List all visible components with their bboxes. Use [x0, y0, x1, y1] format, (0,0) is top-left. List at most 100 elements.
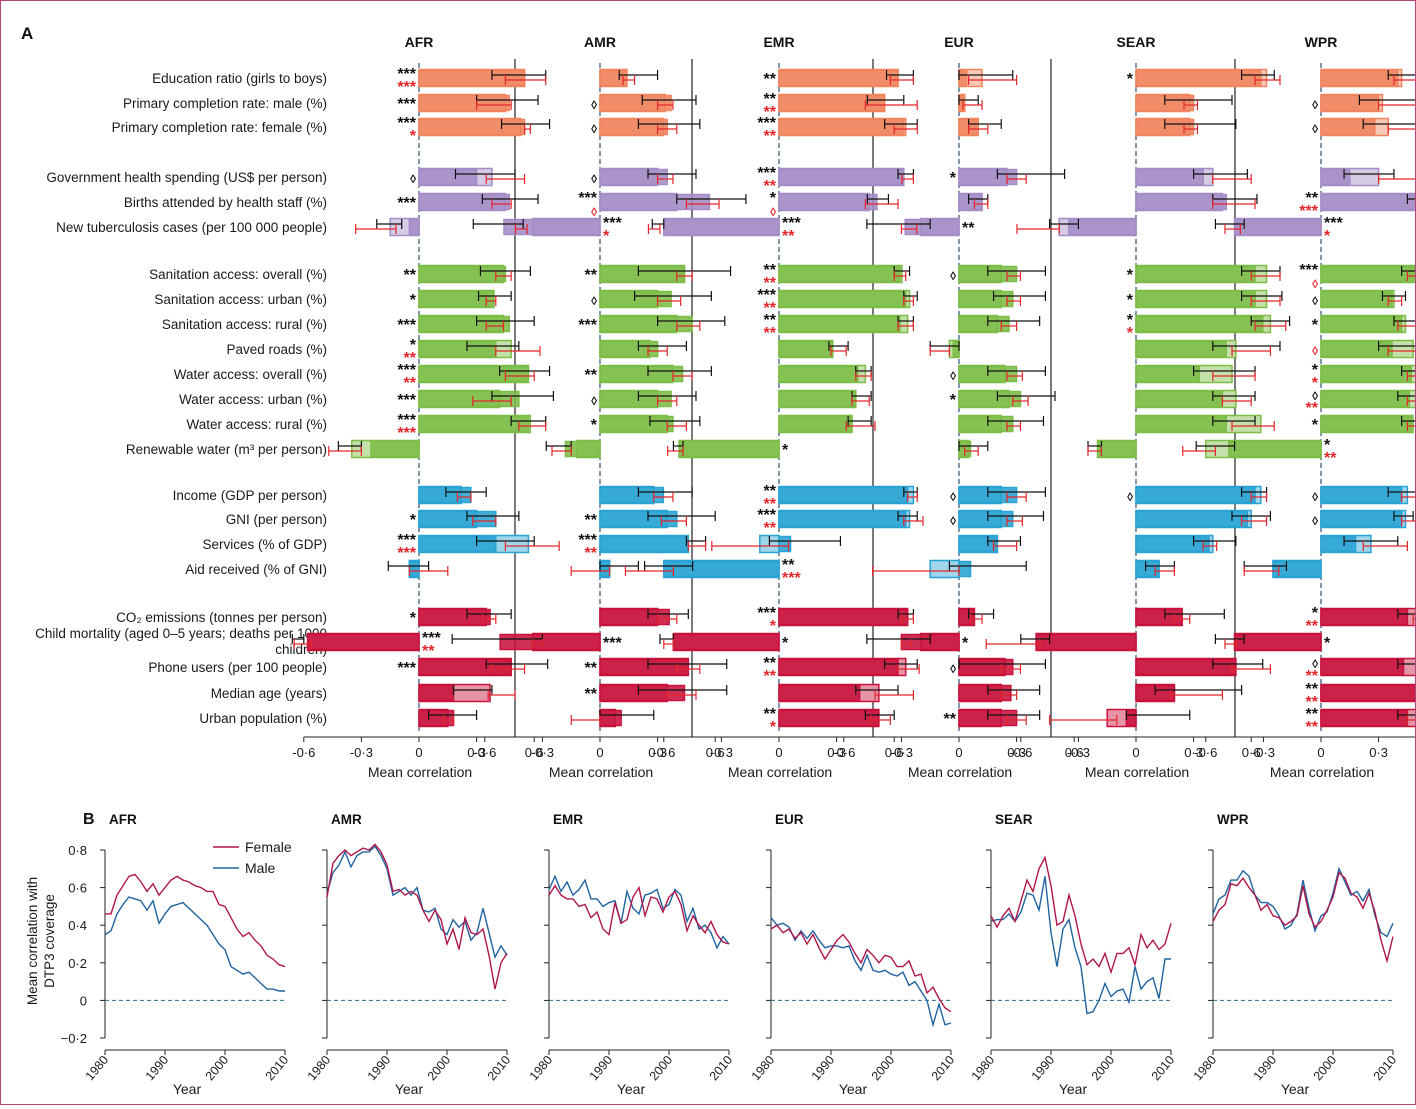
line-female — [990, 855, 1172, 975]
significance-red: ** — [764, 496, 777, 513]
bar-dark — [904, 218, 960, 236]
significance-black: ** — [1306, 706, 1319, 723]
significance-black: *** — [603, 635, 622, 652]
bar-dark — [599, 486, 665, 504]
bar-dark — [778, 608, 909, 626]
region-title: SEAR — [1117, 34, 1156, 50]
x-tick-label: 2010 — [1149, 1053, 1178, 1083]
significance-black: *** — [757, 507, 776, 524]
line-female — [1212, 871, 1394, 964]
significance-black: * — [1127, 312, 1134, 329]
significance-black: ◊ — [591, 172, 597, 186]
bar-dark — [778, 510, 907, 528]
significance-red: ** — [404, 375, 417, 392]
bar-dark — [1320, 118, 1376, 136]
bar-dark — [778, 535, 792, 553]
y-tick-label: 0·8 — [68, 843, 87, 858]
bar-dark — [672, 633, 780, 651]
significance-black: * — [1312, 362, 1319, 379]
x-tick-label: -0·6 — [473, 745, 496, 760]
bar-dark — [599, 365, 684, 383]
bar-dark — [1135, 415, 1227, 433]
significance-black: *** — [1299, 262, 1318, 279]
bar-dark — [599, 94, 672, 112]
significance-black: * — [770, 190, 777, 207]
bar-dark — [1320, 658, 1405, 676]
significance-black: *** — [397, 317, 416, 334]
bar-dark — [418, 265, 507, 283]
panel-a-label: A — [21, 24, 33, 43]
bar-dark — [599, 290, 672, 308]
bar-dark — [1135, 340, 1227, 358]
region-title: AMR — [331, 812, 362, 827]
significance-red: ◊ — [770, 205, 776, 219]
significance-red: ** — [764, 520, 777, 537]
y-tick-label: 0 — [80, 993, 87, 1008]
bar-dark — [599, 684, 686, 702]
bar-dark — [1228, 440, 1322, 458]
bar-dark — [1320, 390, 1411, 408]
x-axis-label: Year — [839, 1081, 868, 1097]
legend-label-male: Male — [245, 860, 276, 876]
bar-dark — [1135, 365, 1201, 383]
y-axis-label-line1: Mean correlation with — [25, 877, 40, 1005]
x-tick-label: 0 — [596, 745, 603, 760]
panel-b-label: B — [83, 811, 95, 828]
significance-red: ** — [1306, 694, 1319, 711]
bar-dark — [599, 415, 674, 433]
category-label: Urban population (%) — [199, 711, 327, 726]
line-female — [770, 924, 952, 1013]
x-tick-label: 0·6 — [706, 745, 725, 760]
x-tick-label: 0 — [1317, 745, 1324, 760]
significance-red: * — [1324, 228, 1331, 245]
significance-black: ◊ — [950, 490, 956, 504]
bar-dark — [408, 218, 420, 236]
bar-dark — [1320, 340, 1393, 358]
significance-red: *** — [397, 545, 416, 562]
region-title: EMR — [763, 34, 794, 50]
bar-dark — [599, 390, 672, 408]
category-label: Phone users (per 100 people) — [148, 660, 327, 675]
x-tick-label: 0·3 — [648, 745, 667, 760]
bar-dark — [418, 315, 510, 333]
x-tick-label: 1980 — [527, 1053, 556, 1083]
significance-black: *** — [603, 215, 622, 232]
significance-black: *** — [782, 215, 801, 232]
bar-dark — [1320, 290, 1393, 308]
bar-dark — [778, 709, 880, 727]
x-axis-label: Year — [173, 1081, 202, 1097]
bar-dark — [408, 560, 420, 578]
significance-black: *** — [422, 630, 441, 647]
x-tick-label: 2010 — [1371, 1053, 1400, 1083]
significance-black: *** — [397, 412, 416, 429]
bar-dark — [1096, 440, 1137, 458]
significance-black: * — [1127, 267, 1134, 284]
x-tick-label: -0·6 — [1194, 745, 1217, 760]
category-label: Education ratio (girls to boys) — [152, 71, 327, 86]
significance-red: *** — [397, 79, 416, 96]
significance-black: ◊ — [950, 662, 956, 676]
bar-dark — [418, 658, 512, 676]
x-tick-label: -0·6 — [652, 745, 675, 760]
significance-black: * — [1312, 317, 1319, 334]
x-tick-label: -0·3 — [350, 745, 373, 760]
region-title: AFR — [109, 812, 137, 827]
significance-red: ** — [1306, 668, 1319, 685]
bar-dark — [958, 684, 1012, 702]
x-tick-label: 1990 — [1029, 1053, 1058, 1083]
region-title: AMR — [584, 34, 616, 50]
significance-black: *** — [397, 115, 416, 132]
significance-black: ** — [764, 706, 777, 723]
category-label: Water access: urban (%) — [179, 392, 327, 407]
significance-black: ◊ — [1312, 294, 1318, 308]
bar-dark — [1320, 193, 1416, 211]
significance-red: ** — [764, 668, 777, 685]
significance-red: * — [770, 618, 777, 635]
category-label: New tuberculosis cases (per 100 000 peop… — [56, 220, 327, 235]
bar-dark — [599, 535, 690, 553]
significance-black: *** — [757, 165, 776, 182]
x-tick-label: 2000 — [1311, 1053, 1340, 1083]
x-axis-label: Mean correlation — [728, 764, 832, 780]
significance-black: * — [410, 292, 417, 309]
